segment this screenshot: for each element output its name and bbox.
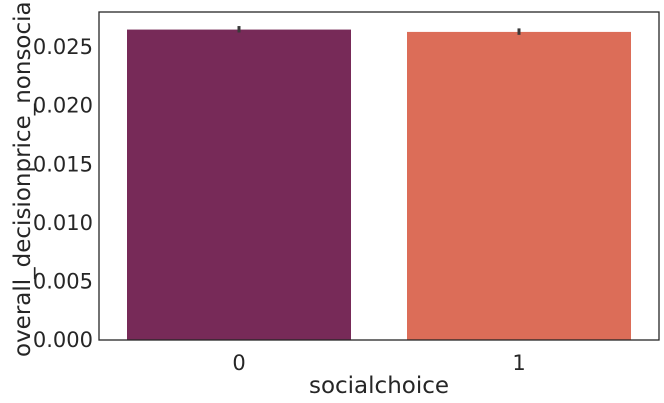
y-ticks: 0.000 0.005 0.010 0.015 0.020 0.025 (33, 35, 93, 352)
y-tick-label: 0.015 (33, 152, 93, 176)
y-tick-label: 0.025 (33, 35, 93, 59)
y-tick-label: 0.005 (33, 269, 93, 293)
bar-0 (127, 29, 351, 340)
y-axis-label: overall_decisionprice_nonsocial (10, 0, 36, 357)
y-tick-label: 0.010 (33, 211, 93, 235)
bars-layer (127, 29, 631, 341)
bar-1 (407, 31, 631, 341)
errorbars-layer (237, 26, 521, 35)
x-axis-label: socialchoice (309, 373, 449, 399)
x-tick-label-0: 0 (232, 351, 245, 375)
y-tick-label: 0.000 (33, 328, 93, 352)
plot-frame (98, 11, 660, 341)
y-tick-label: 0.020 (33, 94, 93, 118)
x-tick-label-1: 1 (512, 351, 525, 375)
